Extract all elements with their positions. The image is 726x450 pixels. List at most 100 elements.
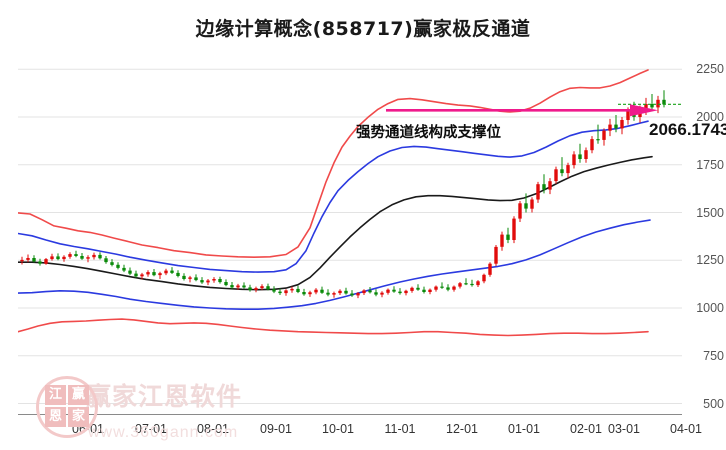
candle-body <box>410 287 414 291</box>
support-annotation-text: 强势通道线构成支撑位 <box>356 125 501 141</box>
page-title: 边缘计算概念(858717)赢家极反通道 <box>195 18 531 40</box>
candle-body <box>290 288 294 291</box>
candle-body <box>614 124 618 129</box>
y-axis-tick-label: 750 <box>703 348 724 363</box>
candle-body <box>266 286 270 290</box>
candle-body <box>380 292 384 295</box>
candle-body <box>464 283 468 285</box>
series-mid_line <box>18 155 653 291</box>
x-axis-labels: 06-01 07-01 08-01 09-01 10-01 11-01 12-01 01-01… <box>0 422 726 444</box>
candle-body <box>242 285 246 288</box>
candle-body <box>662 99 666 105</box>
series-outer_upper_band <box>18 69 649 258</box>
y-axis-tick-label: 2250 <box>696 62 724 77</box>
candle-body <box>458 283 462 287</box>
candle-body <box>236 285 240 288</box>
y-axis-tick-label: 1500 <box>696 205 724 220</box>
candle-body <box>596 139 600 141</box>
candle-body <box>218 279 222 283</box>
candle-body <box>644 104 648 109</box>
candle-body <box>212 279 216 281</box>
candle-body <box>350 293 354 296</box>
candle-body <box>518 203 522 219</box>
candle-body <box>314 289 318 293</box>
candle-body <box>230 285 234 288</box>
candle-body <box>158 273 162 276</box>
candle-body <box>626 111 630 120</box>
candle-body <box>134 273 138 277</box>
candle-body <box>434 286 438 290</box>
candle-body <box>98 254 102 259</box>
candle-body <box>470 283 474 286</box>
candle-body <box>320 289 324 293</box>
candle-body <box>362 290 366 294</box>
candle-body <box>182 275 186 279</box>
series-inner_lower_band <box>18 219 651 310</box>
candle-body <box>602 130 606 140</box>
y-axis-tick-label: 500 <box>703 396 724 411</box>
candle-body <box>332 293 336 295</box>
candle-body <box>542 184 546 190</box>
x-axis-tick-label: 11-01 <box>384 422 416 436</box>
x-axis-tick-label: 07-01 <box>135 422 167 436</box>
candle-body <box>92 254 96 258</box>
series-outer_lower_band <box>18 318 649 337</box>
candle-body <box>248 287 252 291</box>
candle-body <box>68 254 72 257</box>
chart-svg <box>18 68 682 415</box>
candle-body <box>110 262 114 265</box>
candle-body <box>284 290 288 294</box>
candle-body <box>128 270 132 274</box>
candle-body <box>152 272 156 276</box>
candle-body <box>536 184 540 200</box>
candle-body <box>440 286 444 288</box>
candle-body <box>554 169 558 182</box>
candle-body <box>326 292 330 295</box>
candle-body <box>20 259 24 262</box>
candle-body <box>344 290 348 294</box>
candle-body <box>524 203 528 209</box>
candle-body <box>56 256 60 260</box>
candle-body <box>104 258 108 263</box>
candle-body <box>194 277 198 281</box>
candle-body <box>26 258 30 260</box>
candle-body <box>116 264 120 268</box>
candle-body <box>80 256 84 259</box>
candle-body <box>146 272 150 275</box>
candle-body <box>272 289 276 292</box>
candle-body <box>122 267 126 271</box>
candle-body <box>374 292 378 295</box>
candle-body <box>620 120 624 129</box>
x-axis-tick-label: 10-01 <box>322 422 354 436</box>
candle-body <box>254 288 258 290</box>
candle-body <box>428 289 432 292</box>
candle-body <box>416 287 420 290</box>
candle-body <box>386 289 390 293</box>
candle-body <box>368 290 372 293</box>
candle-body <box>494 246 498 264</box>
candle-body <box>356 293 360 296</box>
candle-body <box>44 259 48 264</box>
candle-body <box>188 277 192 279</box>
candle-body <box>656 99 660 108</box>
y-axis-tick-label: 2000 <box>696 110 724 124</box>
candle-body <box>392 289 396 292</box>
candle-body <box>650 104 654 108</box>
candle-body <box>224 282 228 286</box>
candle-body <box>578 154 582 159</box>
candle-body <box>584 150 588 159</box>
candle-body <box>590 139 594 151</box>
candle-body <box>50 256 54 260</box>
x-axis-tick-label: 03-01 <box>608 422 640 436</box>
y-axis-labels: 2250 2000 1750 1500 1250 1000 750 500 <box>684 52 726 415</box>
y-axis-tick-label: 1250 <box>696 253 724 268</box>
candle-body <box>74 254 78 256</box>
candle-body <box>566 165 570 174</box>
x-axis-tick-label: 12-01 <box>446 422 478 436</box>
annotation-arrow-head <box>630 104 658 117</box>
chart-plot-area <box>18 52 682 415</box>
candle-body <box>308 292 312 295</box>
candle-body <box>548 181 552 190</box>
candle-body <box>260 286 264 289</box>
